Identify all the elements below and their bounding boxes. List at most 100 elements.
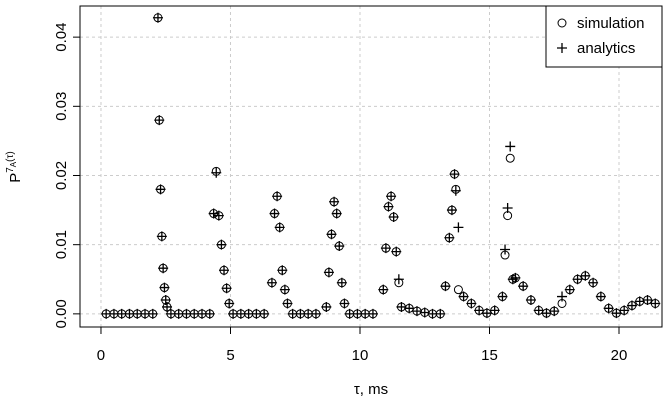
point xyxy=(339,298,350,309)
point xyxy=(497,291,508,302)
point xyxy=(533,305,544,316)
point xyxy=(154,115,165,126)
point xyxy=(162,301,173,312)
point xyxy=(446,205,457,216)
point xyxy=(323,267,334,278)
point xyxy=(489,305,500,316)
point xyxy=(158,263,169,274)
y-label-base: P xyxy=(7,173,24,183)
point xyxy=(396,301,407,312)
point xyxy=(213,210,224,221)
point xyxy=(507,274,518,285)
point xyxy=(642,295,653,306)
point xyxy=(219,265,230,276)
point xyxy=(435,308,446,319)
x-tick-label: 15 xyxy=(481,347,498,364)
y-tick-label: 0.03 xyxy=(53,92,70,121)
x-axis-label: τ, ms xyxy=(354,381,388,398)
x-tick-label: 10 xyxy=(352,347,369,364)
y-label-sub: A xyxy=(9,161,18,167)
point xyxy=(367,308,378,319)
point xyxy=(383,201,394,212)
point xyxy=(541,308,552,319)
point xyxy=(266,277,277,288)
point xyxy=(277,265,288,276)
point xyxy=(211,167,222,178)
point xyxy=(208,208,219,219)
point xyxy=(391,246,402,257)
point xyxy=(580,270,591,281)
y-label-sup: 7 xyxy=(5,167,16,173)
point xyxy=(572,274,583,285)
legend-label: analytics xyxy=(577,40,635,57)
point xyxy=(626,300,637,311)
point xyxy=(453,222,464,233)
y-tick-label: 0.02 xyxy=(53,161,70,190)
point xyxy=(221,283,232,294)
point xyxy=(449,169,460,180)
legend-box xyxy=(545,5,663,68)
y-axis-label: P7A(τ) xyxy=(5,151,24,183)
point xyxy=(321,301,332,312)
point xyxy=(500,244,511,255)
point xyxy=(564,284,575,295)
point xyxy=(474,305,485,316)
y-label-arg: (τ) xyxy=(5,151,16,162)
point xyxy=(326,229,337,240)
point xyxy=(216,239,227,250)
point xyxy=(224,298,235,309)
point xyxy=(274,222,285,233)
y-tick-label: 0.00 xyxy=(53,299,70,328)
point xyxy=(549,306,560,317)
point xyxy=(450,185,461,196)
point xyxy=(611,308,622,319)
point xyxy=(259,308,270,319)
point xyxy=(310,308,321,319)
point xyxy=(269,208,280,219)
point xyxy=(444,232,455,243)
point xyxy=(159,282,170,293)
point xyxy=(336,277,347,288)
point xyxy=(634,296,645,307)
x-tick-label: 20 xyxy=(611,347,628,364)
point xyxy=(272,191,283,202)
point xyxy=(458,291,469,302)
point xyxy=(603,303,614,314)
point xyxy=(147,308,158,319)
point xyxy=(388,212,399,223)
point xyxy=(650,298,661,309)
plot-frame xyxy=(79,5,663,328)
point xyxy=(525,295,536,306)
point xyxy=(505,153,515,163)
point xyxy=(557,291,568,302)
point xyxy=(411,306,422,317)
point xyxy=(380,243,391,254)
legend-symbol xyxy=(557,18,567,28)
point xyxy=(155,184,166,195)
point xyxy=(282,298,293,309)
point xyxy=(386,191,397,202)
x-tick-label: 5 xyxy=(226,347,234,364)
point xyxy=(160,295,171,306)
point xyxy=(329,196,340,207)
point xyxy=(453,285,463,295)
point xyxy=(393,274,404,285)
x-tick-label: 0 xyxy=(97,347,105,364)
point xyxy=(279,284,290,295)
point xyxy=(204,308,215,319)
point xyxy=(404,303,415,314)
point xyxy=(331,208,342,219)
point xyxy=(595,291,606,302)
point xyxy=(152,12,163,23)
y-tick-label: 0.01 xyxy=(53,230,70,259)
point xyxy=(481,308,492,319)
legend-label: simulation xyxy=(577,15,645,32)
legend-symbol xyxy=(557,43,567,53)
y-tick-label: 0.04 xyxy=(53,23,70,52)
point xyxy=(156,231,167,242)
point xyxy=(619,305,630,316)
point xyxy=(502,203,513,214)
point xyxy=(505,141,516,152)
